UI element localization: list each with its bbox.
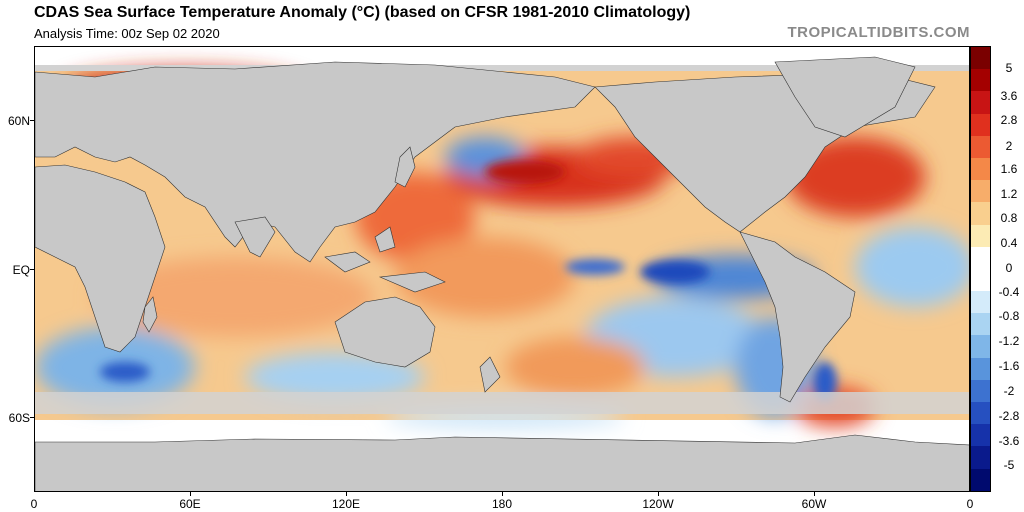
colorbar-label: -5 xyxy=(1003,458,1015,472)
colorbar-label: -1.2 xyxy=(998,334,1020,348)
colorbar-swatch xyxy=(971,357,990,380)
colorbar-swatch xyxy=(971,313,990,336)
brand-watermark: TROPICALTIDBITS.COM xyxy=(787,24,970,41)
colorbar-label: 2.8 xyxy=(1000,113,1018,127)
anomaly-detail xyxy=(100,160,837,402)
colorbar-swatch xyxy=(971,468,990,491)
japan-landmass xyxy=(394,146,416,188)
sst-anomaly-map xyxy=(34,46,970,492)
colorbar-swatch xyxy=(971,246,990,269)
lon-tick xyxy=(502,492,503,496)
colorbar-label: -3.6 xyxy=(998,434,1020,448)
colorbar-label: 0 xyxy=(1005,261,1013,275)
lon-label-0: 0 xyxy=(30,497,38,511)
lon-label-120e: 120E xyxy=(331,497,361,511)
colorbar-label: 3.6 xyxy=(1000,89,1018,103)
colorbar-label: 0.8 xyxy=(1000,211,1018,225)
colorbar-swatch xyxy=(971,135,990,158)
eurasia-landmass xyxy=(35,61,596,263)
colorbar-swatch xyxy=(971,268,990,292)
south-america-landmass xyxy=(739,231,856,403)
new-guinea-landmass xyxy=(378,271,446,293)
colorbar-label: -0.4 xyxy=(998,285,1020,299)
colorbar-swatch xyxy=(971,379,990,402)
lon-label-60w: 60W xyxy=(801,497,827,511)
philippines-landmass xyxy=(374,226,396,253)
colorbar-swatch xyxy=(971,180,990,203)
colorbar-swatch xyxy=(971,224,990,247)
colorbar-label: 0.4 xyxy=(1000,236,1018,250)
lon-tick xyxy=(190,492,191,496)
antarctica-landmass xyxy=(35,434,969,491)
lon-label-0-east: 0 xyxy=(966,497,974,511)
colorbar-swatch xyxy=(971,157,990,181)
lon-tick xyxy=(814,492,815,496)
colorbar-label: 1.2 xyxy=(1000,187,1018,201)
lon-label-60e: 60E xyxy=(179,497,201,511)
colorbar-label: -2 xyxy=(1003,384,1015,398)
map-title: CDAS Sea Surface Temperature Anomaly (°C… xyxy=(34,4,691,21)
africa-landmass xyxy=(35,164,166,353)
colorbar-swatch xyxy=(971,446,990,469)
lat-label-eq: EQ xyxy=(12,263,30,277)
lon-label-120w: 120W xyxy=(642,497,674,511)
colorbar-swatch xyxy=(971,47,990,70)
colorbar-swatch xyxy=(971,291,990,314)
colorbar-swatch xyxy=(971,402,990,425)
colorbar xyxy=(970,46,991,492)
colorbar-label: -2.8 xyxy=(998,409,1020,423)
colorbar-label: 5 xyxy=(1005,61,1013,75)
lat-tick xyxy=(30,120,34,121)
new-zealand-landmass xyxy=(479,356,501,393)
map-canvas xyxy=(35,47,969,491)
lat-tick xyxy=(30,269,34,270)
madagascar-landmass xyxy=(142,296,158,333)
colorbar-label: 2 xyxy=(1005,139,1013,153)
sea-ice-north xyxy=(35,65,969,71)
colorbar-label: -0.8 xyxy=(998,309,1020,323)
colorbar-swatch xyxy=(971,69,990,92)
colorbar-label: -1.6 xyxy=(998,359,1020,373)
colorbar-swatch xyxy=(971,424,990,447)
analysis-time: Analysis Time: 00z Sep 02 2020 xyxy=(34,26,220,41)
lat-label-60n: 60N xyxy=(7,114,30,128)
lon-label-180: 180 xyxy=(491,497,513,511)
australia-landmass xyxy=(334,296,436,368)
lat-label-60s: 60S xyxy=(8,411,30,425)
sea-ice-south xyxy=(35,392,969,414)
colorbar-swatch xyxy=(971,91,990,114)
lat-tick xyxy=(30,417,34,418)
maritime-continent-landmass xyxy=(324,251,371,273)
lon-tick xyxy=(658,492,659,496)
lon-tick xyxy=(346,492,347,496)
india-landmass xyxy=(234,216,276,258)
colorbar-swatch xyxy=(971,335,990,358)
colorbar-label: 1.6 xyxy=(1000,162,1018,176)
colorbar-swatch xyxy=(971,113,990,136)
colorbar-swatch xyxy=(971,202,990,225)
greenland-landmass xyxy=(774,56,916,138)
